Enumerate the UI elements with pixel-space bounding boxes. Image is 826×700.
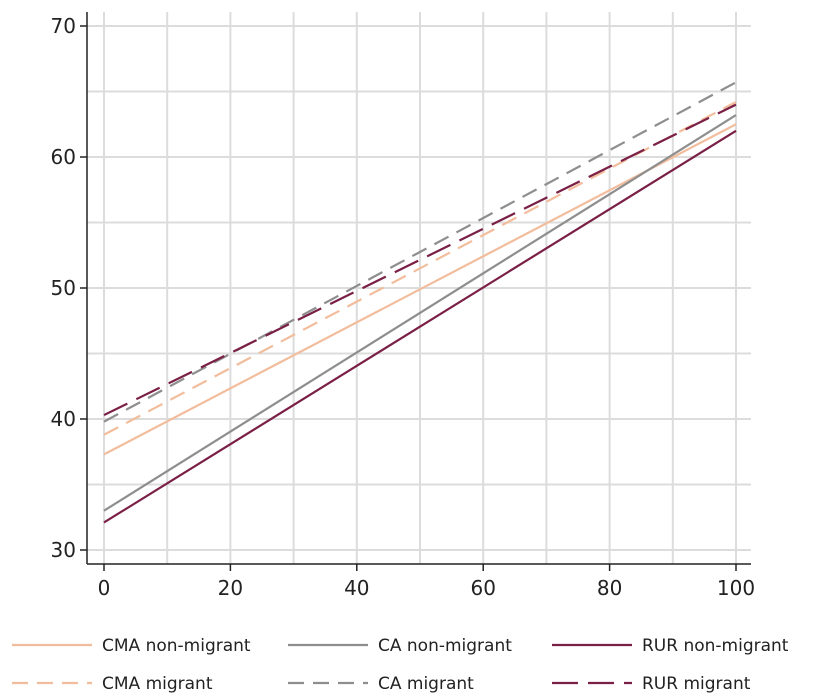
legend-label-1: CA non-migrant [378, 636, 512, 656]
legend-label-2: RUR non-migrant [642, 636, 789, 656]
y-tick-label: 40 [51, 407, 76, 431]
y-tick-label: 60 [51, 145, 76, 169]
y-tick-label: 70 [51, 14, 76, 38]
series-line-4 [103, 81, 737, 423]
series-line-1 [103, 114, 737, 512]
series-line-0 [103, 123, 737, 456]
y-tick-label: 50 [51, 276, 76, 300]
x-tick-label: 20 [218, 576, 243, 600]
legend-label-3: CMA migrant [102, 674, 213, 694]
series-line-5 [103, 103, 737, 417]
x-tick-label: 60 [470, 576, 495, 600]
x-tick-label: 40 [344, 576, 369, 600]
x-tick-label: 100 [717, 576, 755, 600]
series-lines [103, 81, 737, 524]
legend: CMA non-migrant CA non-migrant RUR non-mig… [12, 636, 789, 694]
series-line-3 [103, 101, 737, 436]
x-tick-label: 80 [597, 576, 622, 600]
gridlines [87, 12, 751, 564]
legend-label-4: CA migrant [378, 674, 474, 694]
legend-label-5: RUR migrant [642, 674, 751, 694]
series-line-2 [103, 129, 737, 524]
tick-labels: 30 40 50 60 70 0 20 40 60 80 100 [51, 14, 756, 600]
y-tick-label: 30 [51, 538, 76, 562]
legend-label-0: CMA non-migrant [102, 636, 251, 656]
x-tick-label: 0 [98, 576, 111, 600]
